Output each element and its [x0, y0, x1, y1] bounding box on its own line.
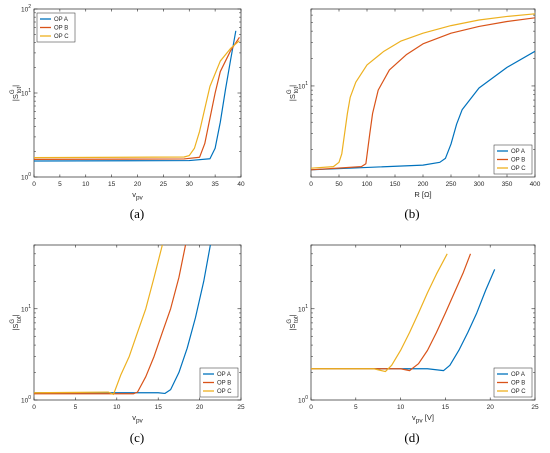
x-tick-label-c: 0 [32, 404, 36, 411]
x-tick-label-d: 15 [442, 404, 450, 411]
legend-label-c-2: OP B [217, 381, 231, 387]
x-tick-label-c: 5 [74, 404, 78, 411]
x-axis-label-b: R [Ω] [414, 190, 431, 199]
x-tick-label-b: 400 [530, 181, 541, 188]
legend-label-c-1: OP A [217, 372, 231, 378]
series-line-a-2 [34, 36, 240, 160]
x-tick-label-b: 200 [418, 181, 429, 188]
x-tick-label-c: 25 [237, 404, 245, 411]
legend-label-d-3: OP C [511, 389, 526, 395]
y-axis-label-c: |SGtot| [10, 314, 23, 330]
legend-label-b-1: OP A [511, 149, 525, 155]
x-tick-label-a: 15 [108, 181, 116, 188]
y-tick-label-a: 100 [21, 172, 31, 182]
y-tick-label-b: 101 [298, 81, 308, 91]
legend-b: OP A OP B OP C [493, 144, 533, 175]
legend-a: OP A OP B OP C [36, 12, 76, 43]
x-tick-label-d: 0 [309, 404, 313, 411]
series-line-d-2 [311, 253, 472, 372]
x-axis-label-c: vpv [132, 413, 143, 425]
legend-label-c-3: OP C [217, 389, 232, 395]
x-axis-label-a: vpv [132, 190, 143, 202]
y-tick-label-a: 101 [21, 88, 31, 98]
x-tick-label-b: 0 [309, 181, 313, 188]
x-tick-label-a: 20 [134, 181, 142, 188]
legend-label-b-3: OP C [511, 166, 526, 172]
y-axis-label-a: |SGtot| [10, 85, 23, 101]
y-tick-label-c: 101 [21, 304, 31, 314]
series-line-c-1 [34, 245, 211, 395]
legend-c: OP A OP B OP C [199, 367, 239, 398]
series-line-b-1 [311, 50, 535, 171]
x-tick-label-a: 30 [186, 181, 194, 188]
legend-label-b-2: OP B [511, 158, 525, 164]
series-line-b-3 [311, 13, 535, 169]
legend-label-d-2: OP B [511, 381, 525, 387]
series-line-c-2 [34, 245, 187, 395]
x-tick-label-b: 300 [474, 181, 485, 188]
x-tick-label-b: 100 [362, 181, 373, 188]
x-tick-label-d: 5 [354, 404, 358, 411]
x-tick-label-a: 10 [82, 181, 90, 188]
legend-label-a-3: OP C [54, 34, 69, 40]
series-line-b-2 [311, 17, 535, 171]
caption-b: (b) [404, 206, 420, 221]
y-tick-label-d: 100 [298, 395, 308, 405]
legend-label-a-1: OP A [54, 17, 68, 23]
series-line-d-1 [311, 269, 496, 372]
plot-area-b [310, 8, 536, 178]
x-axis-label-d: vpv [V] [412, 413, 434, 425]
series-line-c-3 [34, 245, 163, 396]
x-tick-label-a: 40 [237, 181, 245, 188]
x-tick-label-c: 10 [113, 404, 121, 411]
x-tick-label-c: 20 [196, 404, 204, 411]
x-tick-label-a: 35 [212, 181, 220, 188]
x-tick-label-d: 25 [531, 404, 539, 411]
y-axis-label-d: |SGtot| [287, 314, 300, 330]
x-tick-label-b: 350 [502, 181, 513, 188]
x-tick-label-b: 250 [446, 181, 457, 188]
x-tick-label-d: 20 [487, 404, 495, 411]
y-tick-label-a: 102 [21, 4, 31, 14]
chart-panel-b: 0 50 100 150 200 250 300 350 400 101 R [Ω] |SGtot| O… [287, 8, 541, 199]
y-tick-label-d: 101 [298, 304, 308, 314]
caption-d: (d) [404, 430, 420, 445]
legend-label-a-2: OP B [54, 26, 68, 32]
chart-panel-c: 0 5 10 15 20 25 100 101 vpv |SGtot| OP A OP B OP C [10, 244, 245, 425]
series-line-a-1 [34, 30, 237, 162]
x-tick-label-b: 50 [335, 181, 343, 188]
y-axis-label-b: |SGtot| [287, 85, 300, 101]
x-tick-label-a: 25 [160, 181, 168, 188]
x-tick-label-c: 15 [155, 404, 163, 411]
x-tick-label-a: 5 [58, 181, 62, 188]
caption-a: (a) [129, 206, 145, 221]
y-tick-label-c: 100 [21, 395, 31, 405]
x-tick-label-b: 150 [390, 181, 401, 188]
legend-d: OP A OP B OP C [493, 367, 533, 398]
caption-c: (c) [129, 430, 145, 445]
x-tick-label-d: 10 [397, 404, 405, 411]
series-line-d-3 [311, 253, 448, 373]
legend-label-d-1: OP A [511, 372, 525, 378]
x-tick-label-a: 0 [32, 181, 36, 188]
series-line-a-3 [34, 40, 240, 159]
